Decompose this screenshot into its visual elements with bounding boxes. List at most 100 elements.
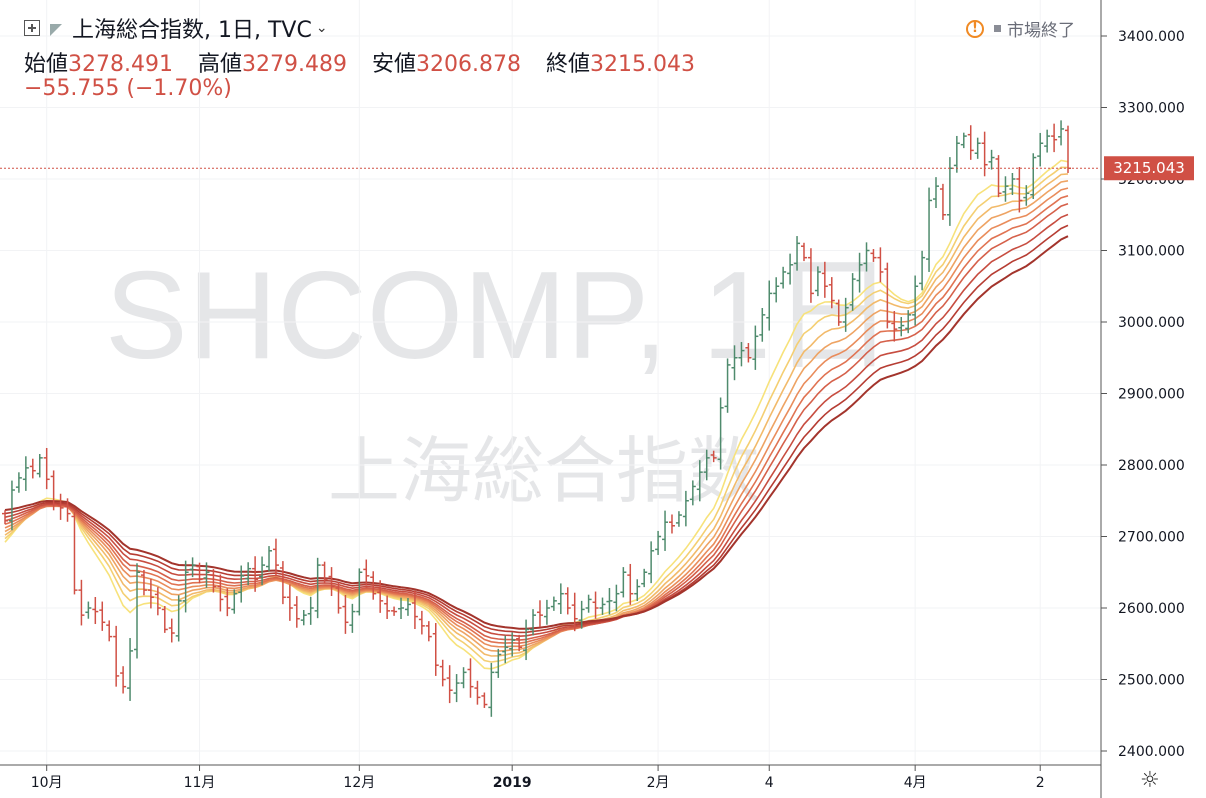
ohlc-bar (960, 132, 967, 149)
low-value: 3206.878 (416, 52, 521, 77)
price-axis[interactable]: 3400.0003300.0003200.0003100.0003000.000… (1101, 29, 1185, 760)
ohlc-bar (724, 358, 731, 413)
ohlc-bar (578, 600, 585, 629)
symbol-title[interactable]: 上海総合指数, 1日, TVC (72, 18, 312, 43)
ohlc-bar (342, 594, 349, 634)
ohlc-bar (22, 456, 29, 491)
ohlc-bar (432, 623, 439, 676)
y-tick-label: 3300.000 (1118, 101, 1185, 117)
ohlc-bar (863, 242, 870, 272)
ohlc-bar (571, 592, 578, 632)
high-value: 3279.489 (242, 52, 347, 77)
ohlc-bar (140, 569, 147, 596)
ohlc-bar (224, 588, 231, 617)
ohlc-bar (439, 659, 446, 687)
ohlc-bar (543, 599, 550, 625)
ohlc-bar (1044, 129, 1051, 153)
ohlc-bar (627, 563, 634, 605)
settings-gear-icon[interactable]: ☼ (1140, 768, 1160, 793)
ohlc-bar (731, 345, 738, 381)
watermark-ticker: SHCOMP, 1日 (105, 247, 895, 385)
open-label: 始値 (24, 52, 69, 77)
ohlc-bar (189, 557, 196, 578)
price-change: −55.755 (−1.70%) (24, 76, 232, 101)
ma-line-3 (4, 173, 1069, 657)
ohlc-bar (884, 262, 891, 329)
ohlc-bar (530, 609, 537, 636)
ohlc-bar (154, 587, 161, 616)
ohlc-bar (259, 556, 266, 586)
x-tick-label: 2 (1036, 775, 1045, 791)
ohlc-bar (1065, 125, 1071, 173)
ohlc-bar (488, 662, 495, 717)
ohlc-bar (926, 187, 933, 272)
ma-ribbon (4, 159, 1069, 670)
ohlc-bar (425, 621, 432, 642)
ohlc-bar (1009, 172, 1016, 196)
ohlc-bar (557, 583, 564, 615)
ohlc-bar (516, 634, 523, 652)
ohlc-bar (877, 247, 884, 283)
warning-icon[interactable]: ! (966, 19, 984, 38)
ohlc-bar (286, 584, 293, 621)
ma-line-2 (4, 166, 1069, 663)
ohlc-bar (773, 277, 780, 303)
compare-plus-icon[interactable] (24, 20, 40, 36)
y-tick-label: 2700.000 (1118, 530, 1185, 546)
grid (0, 0, 1100, 765)
ohlc-bar (745, 343, 752, 363)
y-tick-label: 2600.000 (1118, 601, 1185, 617)
ohlc-bar (655, 530, 662, 555)
ma-line-7 (4, 202, 1069, 641)
ohlc-bar (391, 606, 398, 616)
ohlc-bar (161, 605, 168, 633)
ohlc-bar (120, 666, 127, 694)
ohlc-bar (752, 325, 759, 370)
ohlc-bar (328, 567, 335, 596)
ohlc-bar (835, 299, 842, 326)
ohlc-bar (662, 510, 669, 551)
y-tick-label: 3400.000 (1118, 29, 1185, 45)
ohlc-bar (238, 565, 245, 603)
ohlc-bar (1058, 120, 1065, 146)
ohlc-bar (92, 596, 99, 625)
ohlc-bar (217, 574, 224, 612)
ohlc-bar (446, 665, 453, 704)
ohlc-bar (766, 280, 773, 331)
ohlc-bar (57, 493, 64, 520)
ohlc-bar (995, 155, 1002, 198)
ohlc-bar (509, 632, 516, 657)
ohlc-bar (398, 597, 405, 620)
ohlc-bar (279, 561, 286, 605)
ohlc-bar (620, 567, 627, 598)
ohlc-bar (905, 310, 912, 334)
ohlc-bar (50, 470, 57, 511)
ohlc-bar (807, 248, 814, 303)
ma-line-4 (4, 180, 1069, 652)
ohlc-bar (349, 603, 356, 633)
y-tick-label: 3000.000 (1118, 315, 1185, 331)
ohlc-bar (411, 590, 418, 630)
symbol-header[interactable]: 上海総合指数, 1日, TVC ⌄ (24, 12, 328, 44)
close-value: 3215.043 (590, 52, 695, 77)
ohlc-bar (953, 135, 960, 173)
ohlc-bar (127, 638, 134, 701)
watermark-name: 上海総合指数 (328, 429, 760, 513)
time-axis[interactable]: 10月 11月 12月 2019 2月 4 4月 2 (31, 765, 1045, 791)
ohlc-bar (814, 266, 821, 297)
y-tick-label: 3100.000 (1118, 244, 1185, 260)
ohlc-bar (606, 587, 613, 615)
chevron-down-icon[interactable]: ⌄ (315, 20, 328, 36)
ohlc-bar (363, 559, 370, 586)
ohlc-bar (599, 597, 606, 615)
ohlc-bar (481, 692, 488, 708)
market-status[interactable]: ! 市場終了 (966, 16, 1075, 41)
flag-icon[interactable] (50, 24, 62, 36)
ohlc-bar (939, 183, 946, 220)
ohlc-bar (891, 310, 898, 342)
ohlc-bar (1030, 153, 1037, 200)
ma-line-5 (4, 187, 1069, 648)
ohlc-bar (370, 571, 377, 600)
ohlc-bar (231, 589, 238, 614)
